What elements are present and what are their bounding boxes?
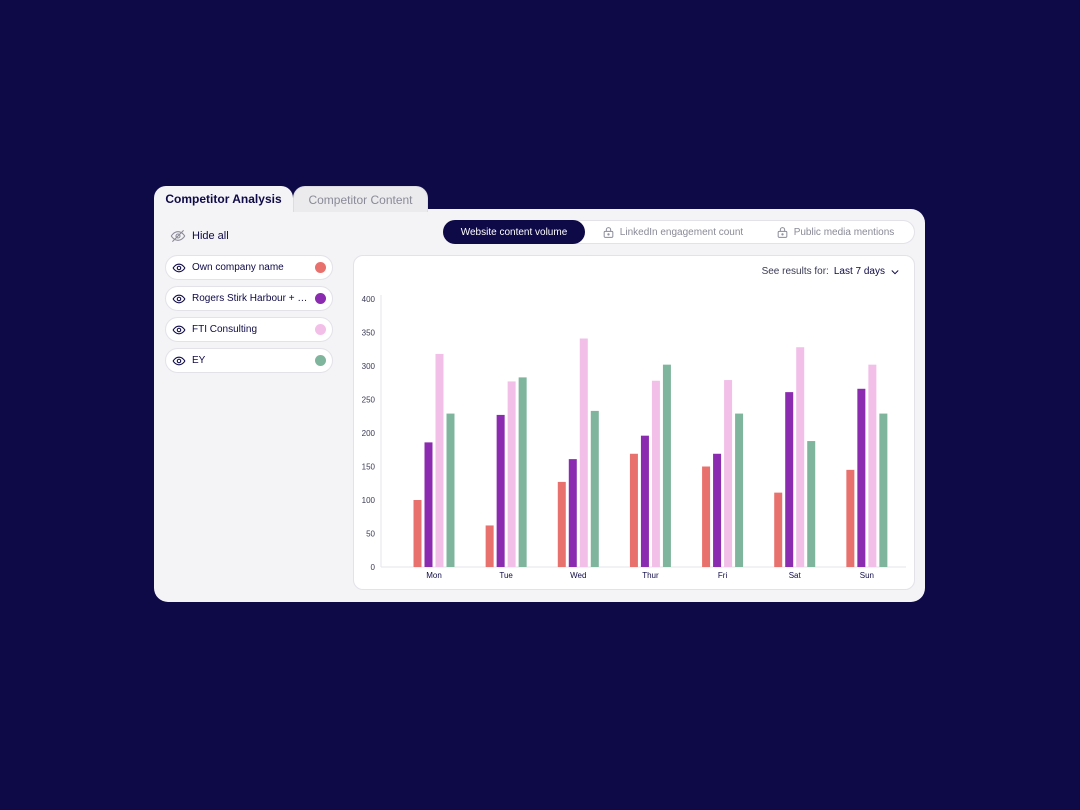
bar: [724, 380, 733, 567]
hide-all-label: Hide all: [192, 230, 229, 242]
analysis-card: Hide all Own company name Rogers Stirk H…: [154, 209, 925, 602]
competitor-color-dot: [315, 324, 326, 335]
y-tick-label: 50: [366, 530, 375, 539]
tab-website-content-volume[interactable]: Website content volume: [443, 220, 585, 244]
tab-linkedin-engagement[interactable]: LinkedIn engagement count: [585, 220, 760, 244]
bar: [785, 392, 794, 567]
competitor-item[interactable]: FTI Consulting: [165, 317, 333, 342]
competitor-color-dot: [315, 262, 326, 273]
eye-icon[interactable]: [172, 261, 186, 275]
competitor-name: Rogers Stirk Harbour + P...: [192, 293, 309, 304]
bar: [435, 353, 444, 567]
bar: [846, 469, 855, 567]
chart-card: See results for: Last 7 days 0 50 100 150 20…: [353, 255, 915, 590]
bar: [557, 481, 566, 567]
bar: [640, 435, 649, 567]
bar: [662, 364, 671, 567]
tab-competitor-content[interactable]: Competitor Content: [293, 186, 428, 212]
tab-competitor-analysis[interactable]: Competitor Analysis: [154, 186, 293, 212]
bar: [446, 413, 455, 567]
y-tick-label: 250: [362, 396, 376, 405]
bar: [857, 388, 866, 567]
eye-icon[interactable]: [172, 323, 186, 337]
y-tick-label: 400: [362, 295, 376, 304]
lock-icon: [603, 226, 614, 238]
bar: [568, 459, 577, 567]
competitor-name: FTI Consulting: [192, 324, 258, 335]
bar-chart: 0 50 100 150 200 250 300 350 400 Mon Tue Wed Thur Fri…: [362, 295, 906, 580]
bar: [518, 377, 527, 567]
bar: [735, 413, 744, 567]
bar: [496, 414, 505, 567]
y-tick-label: 300: [362, 362, 376, 371]
y-tick-label: 200: [362, 429, 376, 438]
y-tick-label: 0: [371, 563, 376, 572]
competitor-list: Own company name Rogers Stirk Harbour + …: [165, 255, 333, 379]
competitor-item[interactable]: Own company name: [165, 255, 333, 280]
competitor-color-dot: [315, 293, 326, 304]
y-tick-label: 350: [362, 329, 376, 338]
y-tick-label: 150: [362, 463, 376, 472]
x-tick-label: Thur: [642, 571, 659, 580]
bar: [702, 466, 711, 567]
x-tick-label: Tue: [499, 571, 513, 580]
hide-all-button[interactable]: Hide all: [170, 228, 229, 244]
bar: [868, 364, 877, 567]
x-tick-label: Wed: [570, 571, 586, 580]
tab-label: LinkedIn engagement count: [619, 226, 744, 238]
tab-label: Public media mentions: [793, 226, 895, 238]
bar: [590, 410, 599, 567]
eye-icon[interactable]: [172, 292, 186, 306]
bar: [413, 500, 422, 567]
competitor-item[interactable]: EY: [165, 348, 333, 373]
eye-icon[interactable]: [172, 354, 186, 368]
bar: [424, 442, 433, 567]
tab-label: Website content volume: [460, 226, 568, 238]
x-tick-label: Mon: [426, 571, 442, 580]
x-tick-label: Sun: [860, 571, 874, 580]
x-tick-label: Fri: [718, 571, 728, 580]
metric-tabs: Website content volume LinkedIn engageme…: [443, 220, 915, 244]
bar: [629, 453, 638, 567]
bar: [651, 380, 660, 567]
eye-off-icon: [170, 230, 186, 242]
competitor-name: Own company name: [192, 262, 284, 273]
bar: [796, 347, 805, 567]
bar: [579, 338, 588, 567]
bar: [774, 492, 783, 567]
bar: [507, 381, 516, 567]
bar: [879, 413, 888, 567]
competitor-item[interactable]: Rogers Stirk Harbour + P...: [165, 286, 333, 311]
chevron-down-icon: [891, 269, 899, 274]
y-tick-label: 100: [362, 496, 376, 505]
x-tick-label: Sat: [789, 571, 802, 580]
competitor-color-dot: [315, 355, 326, 366]
bar: [713, 453, 722, 567]
competitor-name: EY: [192, 355, 206, 366]
results-label: See results for:: [761, 266, 829, 277]
tab-public-media-mentions[interactable]: Public media mentions: [760, 220, 910, 244]
bar: [807, 441, 816, 567]
results-value: Last 7 days: [833, 266, 885, 277]
bar: [485, 525, 494, 567]
lock-icon: [777, 226, 788, 238]
results-period-dropdown[interactable]: See results for: Last 7 days: [762, 266, 900, 277]
